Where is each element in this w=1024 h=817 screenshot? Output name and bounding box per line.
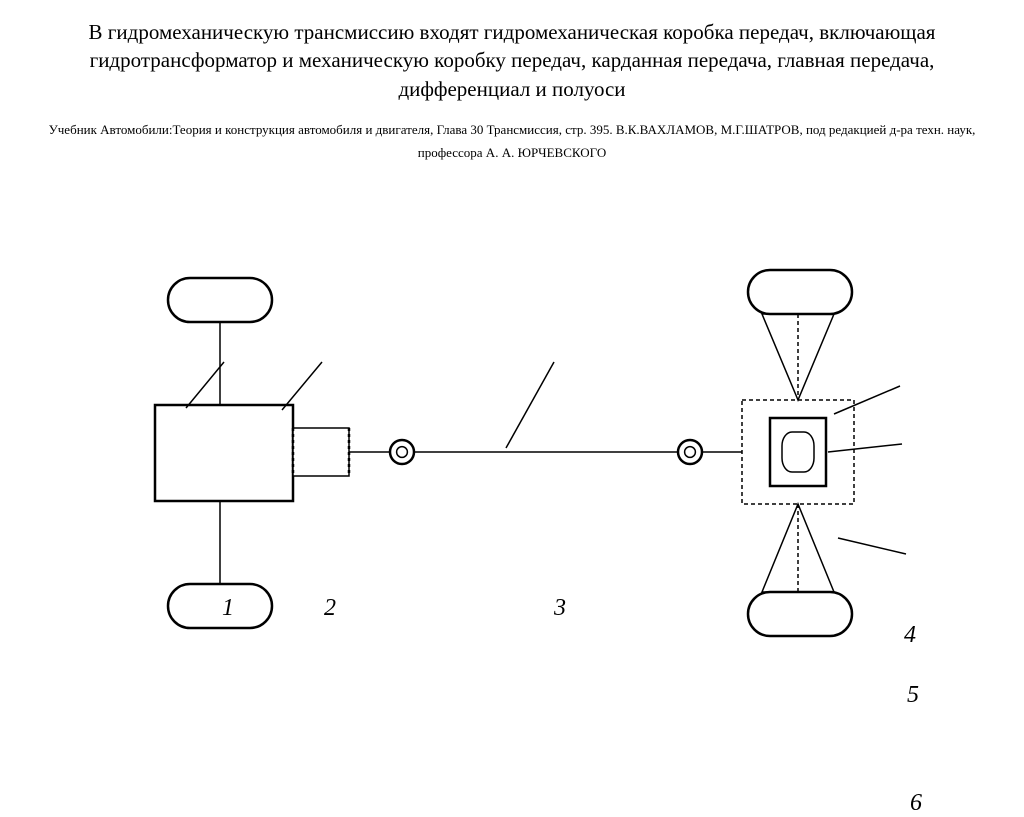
page-subtitle: Учебник Автомобили:Теория и конструкция … (20, 118, 1004, 165)
callout-label-3: 3 (554, 595, 566, 622)
page: В гидромеханическую трансмиссию входят г… (0, 0, 1024, 767)
callout-label-1: 1 (222, 595, 234, 622)
callout-label-5: 5 (907, 682, 919, 709)
callout-label-4: 4 (904, 622, 916, 649)
transmission-diagram (0, 250, 1024, 750)
callout-label-2: 2 (324, 595, 336, 622)
callout-label-6: 6 (910, 790, 922, 817)
page-title: В гидромеханическую трансмиссию входят г… (30, 18, 994, 103)
